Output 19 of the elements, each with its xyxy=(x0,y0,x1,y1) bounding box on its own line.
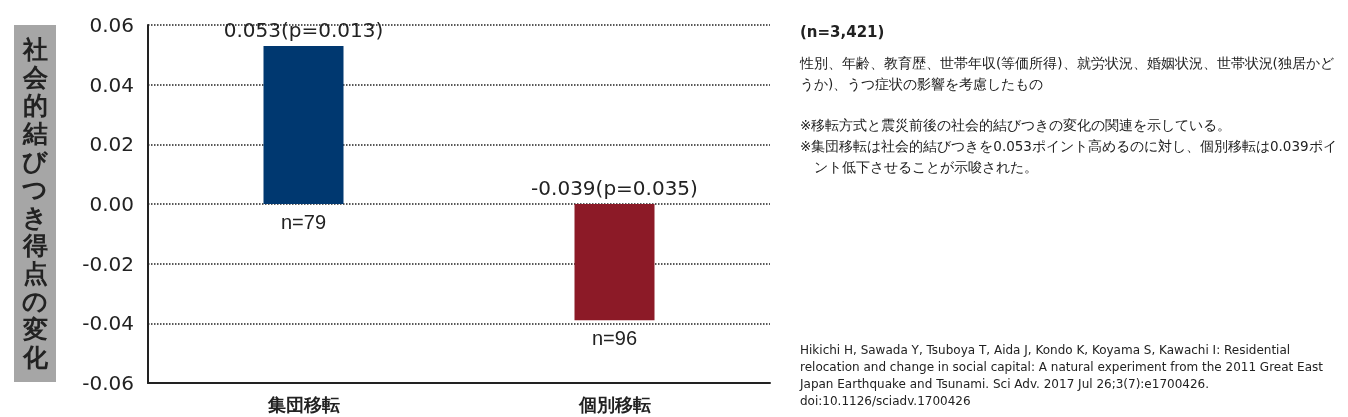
y-tick-label: -0.04 xyxy=(82,311,134,336)
y-tick-label: -0.02 xyxy=(82,251,134,276)
y-tick-label: 0.00 xyxy=(89,192,134,216)
text: ※集団移転は社会的結びつきを0.053ポイント高めるのに対し、個別移転は0.039ポイント低下させることが示唆された。 xyxy=(800,137,1338,177)
text: ※移転方式と震災前後の社会的結びつきの変化の関連を示している。 xyxy=(800,116,1233,135)
text: (n=3,421) xyxy=(800,22,886,43)
x-tick-label: 個別移転 xyxy=(577,393,651,415)
annotation: n=79 xyxy=(280,211,327,233)
text: 社会的結びつき得点の変化 xyxy=(22,34,48,372)
x-tick-label: 集団移転 xyxy=(266,393,340,415)
data-label: -0.039(p=0.035) xyxy=(531,176,698,200)
y-tick-label: 0.02 xyxy=(89,132,134,157)
y-tick-label: 0.04 xyxy=(89,72,134,97)
annotation: n=96 xyxy=(591,327,638,350)
text: 性別、年齢、教育歴、世帯年収(等価所得)、就労状況、婚姻状況、世帯状況(独居かどうか)、うつ症状の影響を考慮したもの xyxy=(800,54,1335,94)
text: Hikichi H, Sawada Y, Tsuboya T, Aida J, Kondo K, Koyama S, Kawachi I: Residential relocation and change in social capital: A natural experiment from the 2011 Great East Japan Earthquake and Tsunami. Sci Adv. 2017 Jul 26;3(7):e1700426. doi:10.1126/sciadv.1700426 xyxy=(800,342,1324,410)
data-label: 0.053(p=0.013) xyxy=(223,17,384,42)
y-tick-label: -0.06 xyxy=(82,371,134,395)
y-tick-label: 0.06 xyxy=(89,13,134,37)
